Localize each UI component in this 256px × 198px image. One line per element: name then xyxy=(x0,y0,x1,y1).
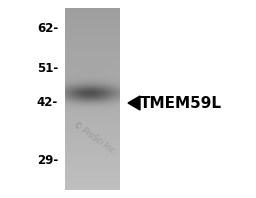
Text: 51-: 51- xyxy=(37,62,58,74)
Text: 42-: 42- xyxy=(37,96,58,109)
Text: TMEM59L: TMEM59L xyxy=(140,95,222,110)
Text: 29-: 29- xyxy=(37,153,58,167)
Polygon shape xyxy=(128,96,140,110)
Text: © ProSci Inc.: © ProSci Inc. xyxy=(72,120,118,156)
Text: 62-: 62- xyxy=(37,22,58,34)
